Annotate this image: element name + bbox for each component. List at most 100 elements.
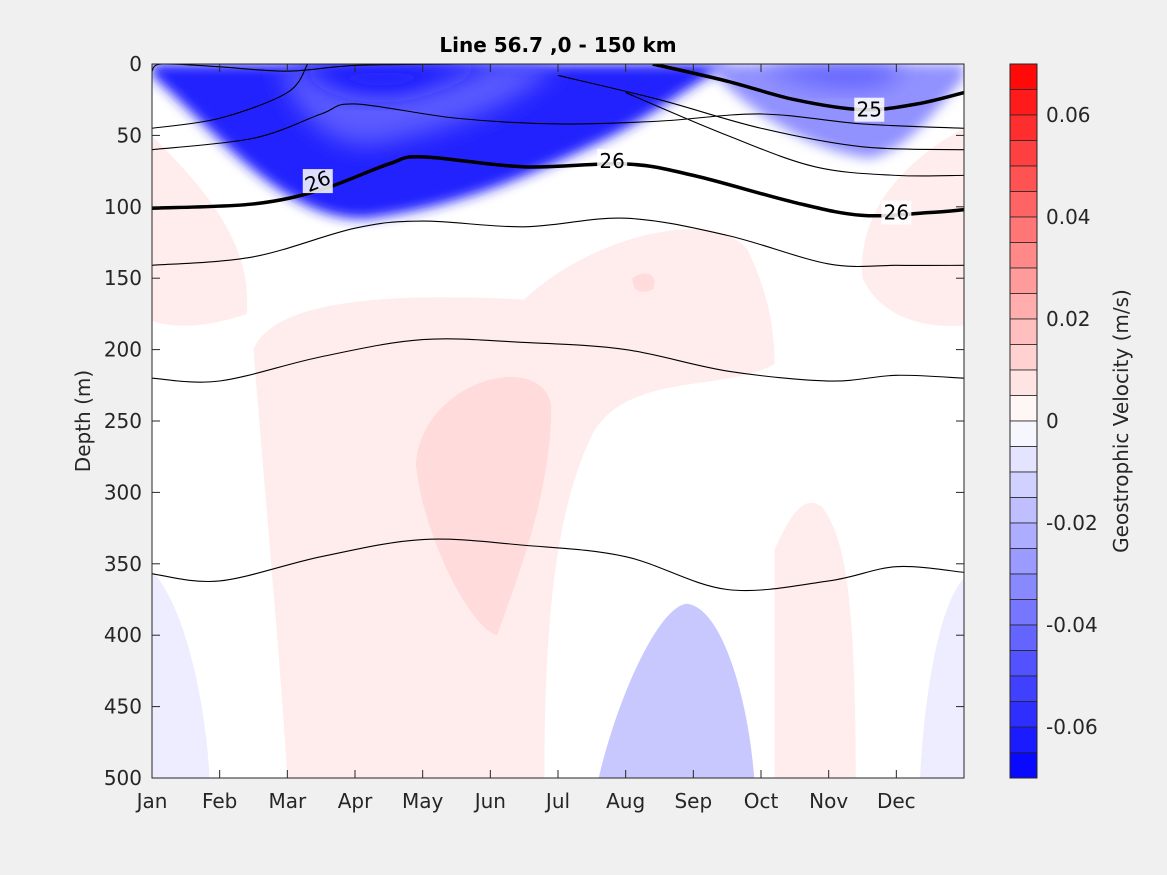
colorbar-cell <box>1009 471 1038 498</box>
isopycnal-line-2 <box>152 103 964 151</box>
x-tick-label: Jul <box>544 789 570 813</box>
velocity-region-autumn-blue-inner <box>761 64 904 87</box>
y-tick-label: 300 <box>104 480 142 504</box>
velocity-region-surface-blue-autumn <box>706 64 964 159</box>
y-tick-label: 250 <box>104 409 142 433</box>
colorbar-cell <box>1009 216 1038 243</box>
colorbar-cell <box>1009 726 1038 753</box>
isopycnal-line-1 <box>152 64 309 129</box>
x-axis: Jan Feb Mar Apr May Jun Jul Aug Sep Oct Nov Dec <box>135 64 916 813</box>
colorbar-cell <box>1009 497 1038 524</box>
velocity-field <box>152 64 964 778</box>
velocity-region-deep-blue-aug-sep <box>598 603 755 778</box>
contour-label-0: 25 <box>857 98 882 122</box>
colorbar-cells <box>1009 63 1038 779</box>
colorbar-cell <box>1009 599 1038 626</box>
colorbar-cell <box>1009 675 1038 702</box>
velocity-region-pink-dec <box>862 128 964 326</box>
contour-label-2: 26 <box>599 149 624 173</box>
isopycnal-line-3-25 <box>652 64 964 112</box>
colorbar-cell <box>1009 165 1038 192</box>
velocity-region-pink-core-may-jun <box>415 377 552 636</box>
colorbar-cell <box>1009 267 1038 294</box>
isopycnal-line-8 <box>152 338 964 383</box>
colorbar-tick-label: 0 <box>1046 409 1059 433</box>
colorbar-cell <box>1009 522 1038 549</box>
chart-title: Line 56.7 ,0 - 150 km <box>439 33 676 57</box>
colorbar-cell <box>1009 293 1038 320</box>
y-tick-label: 200 <box>104 338 142 362</box>
colorbar-cell <box>1009 140 1038 167</box>
x-tick-label: Apr <box>338 789 373 813</box>
colorbar-cell <box>1009 650 1038 677</box>
isopycnal-contours <box>152 64 964 592</box>
colorbar-cell <box>1009 114 1038 141</box>
x-tick-label: Mar <box>268 789 307 813</box>
y-axis-label: Depth (m) <box>71 370 95 472</box>
x-tick-label: Aug <box>606 789 645 813</box>
y-tick-label: 450 <box>104 695 142 719</box>
velocity-region-deep-blue-aug-inner <box>632 701 714 778</box>
y-tick-label: 350 <box>104 552 142 576</box>
x-tick-label: Dec <box>877 789 916 813</box>
colorbar-cell <box>1009 395 1038 422</box>
y-axis: 0 50 100 150 200 250 300 350 400 450 500 <box>104 52 964 790</box>
y-tick-label: 100 <box>104 195 142 219</box>
colorbar-tick-label: 0.04 <box>1046 205 1091 229</box>
y-tick-label: 0 <box>129 52 142 76</box>
colorbar-frame <box>1009 63 1038 779</box>
colorbar-tick-label: -0.04 <box>1046 613 1098 637</box>
velocity-region-pink-jan <box>152 135 248 326</box>
isopycnal-line-4 <box>557 74 964 151</box>
colorbar-cell <box>1009 701 1038 728</box>
velocity-region-deep-blue-jan <box>152 570 210 778</box>
x-tick-label: Nov <box>809 789 848 813</box>
colorbar-label: Geostrophic Velocity (m/s) <box>1109 289 1133 553</box>
colorbar-cell <box>1009 369 1038 396</box>
velocity-region-pink-nov <box>774 502 856 778</box>
colorbar-tick-label: -0.06 <box>1046 715 1098 739</box>
colorbar-cell <box>1009 242 1038 269</box>
contour-label-bg-0 <box>854 97 885 122</box>
colorbar-cell <box>1009 752 1038 779</box>
x-tick-label: Feb <box>202 789 237 813</box>
colorbar-cell <box>1009 318 1038 345</box>
velocity-region-pink-small <box>632 273 655 292</box>
colorbar-tick-label: 0.06 <box>1046 103 1091 127</box>
y-tick-label: 400 <box>104 623 142 647</box>
colorbar-cell <box>1009 344 1038 371</box>
y-tick-label: 50 <box>117 123 142 147</box>
colorbar: 0.06 0.04 0.02 0 -0.02 -0.04 -0.06 Geostrophic… <box>1009 63 1133 779</box>
isopycnal-line-7 <box>152 217 964 268</box>
contour-label-bg-3 <box>881 200 912 225</box>
velocity-region-surface-blue-max <box>300 64 491 95</box>
colorbar-ticks: 0.06 0.04 0.02 0 -0.02 -0.04 -0.06 <box>1046 103 1098 739</box>
contour-label-bg-2 <box>597 149 628 174</box>
x-tick-label: Jun <box>473 789 506 813</box>
isopycnal-line-6-26 <box>152 155 964 218</box>
colorbar-cell <box>1009 573 1038 600</box>
isopycnal-line-5 <box>625 92 964 177</box>
colorbar-cell <box>1009 89 1038 116</box>
colorbar-cell <box>1009 446 1038 473</box>
colorbar-tick-label: 0.02 <box>1046 307 1091 331</box>
contour-label-bg-1 <box>302 169 333 194</box>
colorbar-cell <box>1009 63 1038 90</box>
colorbar-cell <box>1009 420 1038 447</box>
y-tick-label: 150 <box>104 266 142 290</box>
x-tick-label: Jan <box>135 789 168 813</box>
colorbar-cell <box>1009 624 1038 651</box>
colorbar-cell <box>1009 548 1038 575</box>
x-tick-label: May <box>402 789 444 813</box>
isopycnal-line-9 <box>152 538 964 592</box>
x-tick-label: Oct <box>744 789 779 813</box>
contour-label-3: 26 <box>884 201 909 225</box>
velocity-region-deep-blue-dec <box>920 578 964 778</box>
colorbar-tick-label: -0.02 <box>1046 511 1098 535</box>
x-tick-label: Sep <box>674 789 712 813</box>
y-tick-label: 500 <box>104 766 142 790</box>
colorbar-cell <box>1009 191 1038 218</box>
